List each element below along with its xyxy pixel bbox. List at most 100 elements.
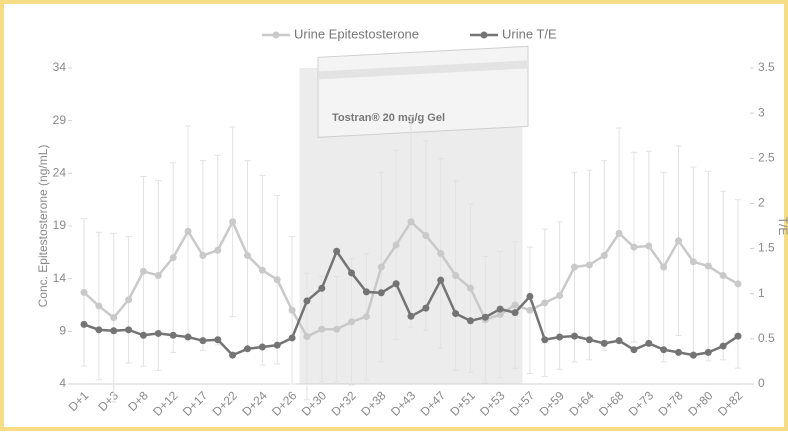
highlight-band: Tostran® 20 mg/g Gel xyxy=(299,45,529,384)
data-point xyxy=(125,296,133,304)
data-point xyxy=(392,241,400,249)
data-point xyxy=(407,218,415,226)
data-point xyxy=(645,242,653,250)
legend-label: Urine Epitestosterone xyxy=(294,26,419,41)
data-point xyxy=(303,297,311,305)
data-point xyxy=(169,331,177,339)
y2-axis-label: T/E xyxy=(776,217,788,236)
y-axis-label: Conc. Epitestosterone (ng/mL) xyxy=(36,145,50,308)
data-point xyxy=(496,310,504,318)
data-point xyxy=(734,332,742,340)
data-point xyxy=(422,231,430,239)
data-point xyxy=(615,229,623,237)
y-tick-label: 24 xyxy=(53,166,67,180)
y2-tick-label: 2.5 xyxy=(758,150,775,164)
data-point xyxy=(318,284,326,292)
data-point xyxy=(348,269,356,277)
data-point xyxy=(169,254,177,262)
data-point xyxy=(288,306,296,314)
data-point xyxy=(154,329,162,337)
data-point xyxy=(571,332,578,340)
data-point xyxy=(362,288,370,296)
data-point xyxy=(630,243,638,251)
data-point xyxy=(362,313,370,321)
data-point xyxy=(229,218,237,226)
y-tick-label: 4 xyxy=(59,376,66,390)
data-point xyxy=(660,263,668,271)
data-point xyxy=(571,263,578,271)
data-point xyxy=(526,292,534,300)
data-point xyxy=(704,348,712,356)
data-point xyxy=(719,342,727,350)
legend-marker xyxy=(272,31,280,39)
data-point xyxy=(437,249,445,257)
data-point xyxy=(645,339,653,347)
data-point xyxy=(481,313,489,321)
data-point xyxy=(199,251,207,259)
data-point xyxy=(511,301,519,309)
data-point xyxy=(600,339,608,347)
data-point xyxy=(184,227,192,235)
data-point xyxy=(452,310,460,318)
data-point xyxy=(199,337,207,345)
data-point xyxy=(95,302,103,310)
data-point xyxy=(585,336,593,344)
data-point xyxy=(689,351,697,359)
data-point xyxy=(526,306,534,314)
data-point xyxy=(258,266,266,274)
data-point xyxy=(303,333,311,341)
data-point xyxy=(675,348,683,356)
data-point xyxy=(452,272,460,280)
data-point xyxy=(348,318,356,326)
data-point xyxy=(184,333,192,341)
data-point xyxy=(333,247,341,255)
data-point xyxy=(377,289,385,297)
data-point xyxy=(377,263,385,271)
data-point xyxy=(719,272,727,280)
data-point xyxy=(392,280,400,288)
data-point xyxy=(734,280,742,288)
data-point xyxy=(511,309,519,317)
data-point xyxy=(615,337,623,345)
data-point xyxy=(407,312,415,320)
y2-tick-label: 1 xyxy=(758,286,765,300)
data-point xyxy=(437,276,445,284)
annotation: Tostran® 20 mg/g Gel xyxy=(332,112,445,124)
y2-tick-label: 0 xyxy=(758,376,765,390)
data-point xyxy=(244,345,251,353)
y2-tick-label: 3 xyxy=(758,105,765,119)
data-point xyxy=(110,314,118,322)
data-point xyxy=(600,251,608,259)
data-point xyxy=(466,284,474,292)
data-point xyxy=(139,267,147,275)
data-point xyxy=(110,327,118,335)
y-tick-label: 19 xyxy=(53,218,67,232)
data-point xyxy=(214,246,222,254)
data-point xyxy=(80,320,88,328)
data-point xyxy=(675,237,683,245)
data-point xyxy=(244,251,251,259)
data-point xyxy=(422,304,430,312)
y-tick-label: 14 xyxy=(53,271,67,285)
data-point xyxy=(125,326,133,334)
data-point xyxy=(333,325,341,333)
data-point xyxy=(541,336,549,344)
data-point xyxy=(556,292,564,300)
y-tick-label: 29 xyxy=(53,113,67,127)
data-point xyxy=(318,325,326,333)
y2-tick-label: 3.5 xyxy=(758,60,775,74)
data-point xyxy=(139,331,147,339)
data-point xyxy=(466,317,474,325)
data-point xyxy=(630,346,638,354)
legend-marker xyxy=(480,31,488,39)
data-point xyxy=(541,299,549,307)
data-point xyxy=(704,262,712,270)
data-point xyxy=(258,343,266,351)
y2-tick-label: 0.5 xyxy=(758,331,775,345)
data-point xyxy=(556,333,564,341)
data-point xyxy=(689,258,697,266)
data-point xyxy=(214,336,222,344)
data-point xyxy=(288,334,296,342)
